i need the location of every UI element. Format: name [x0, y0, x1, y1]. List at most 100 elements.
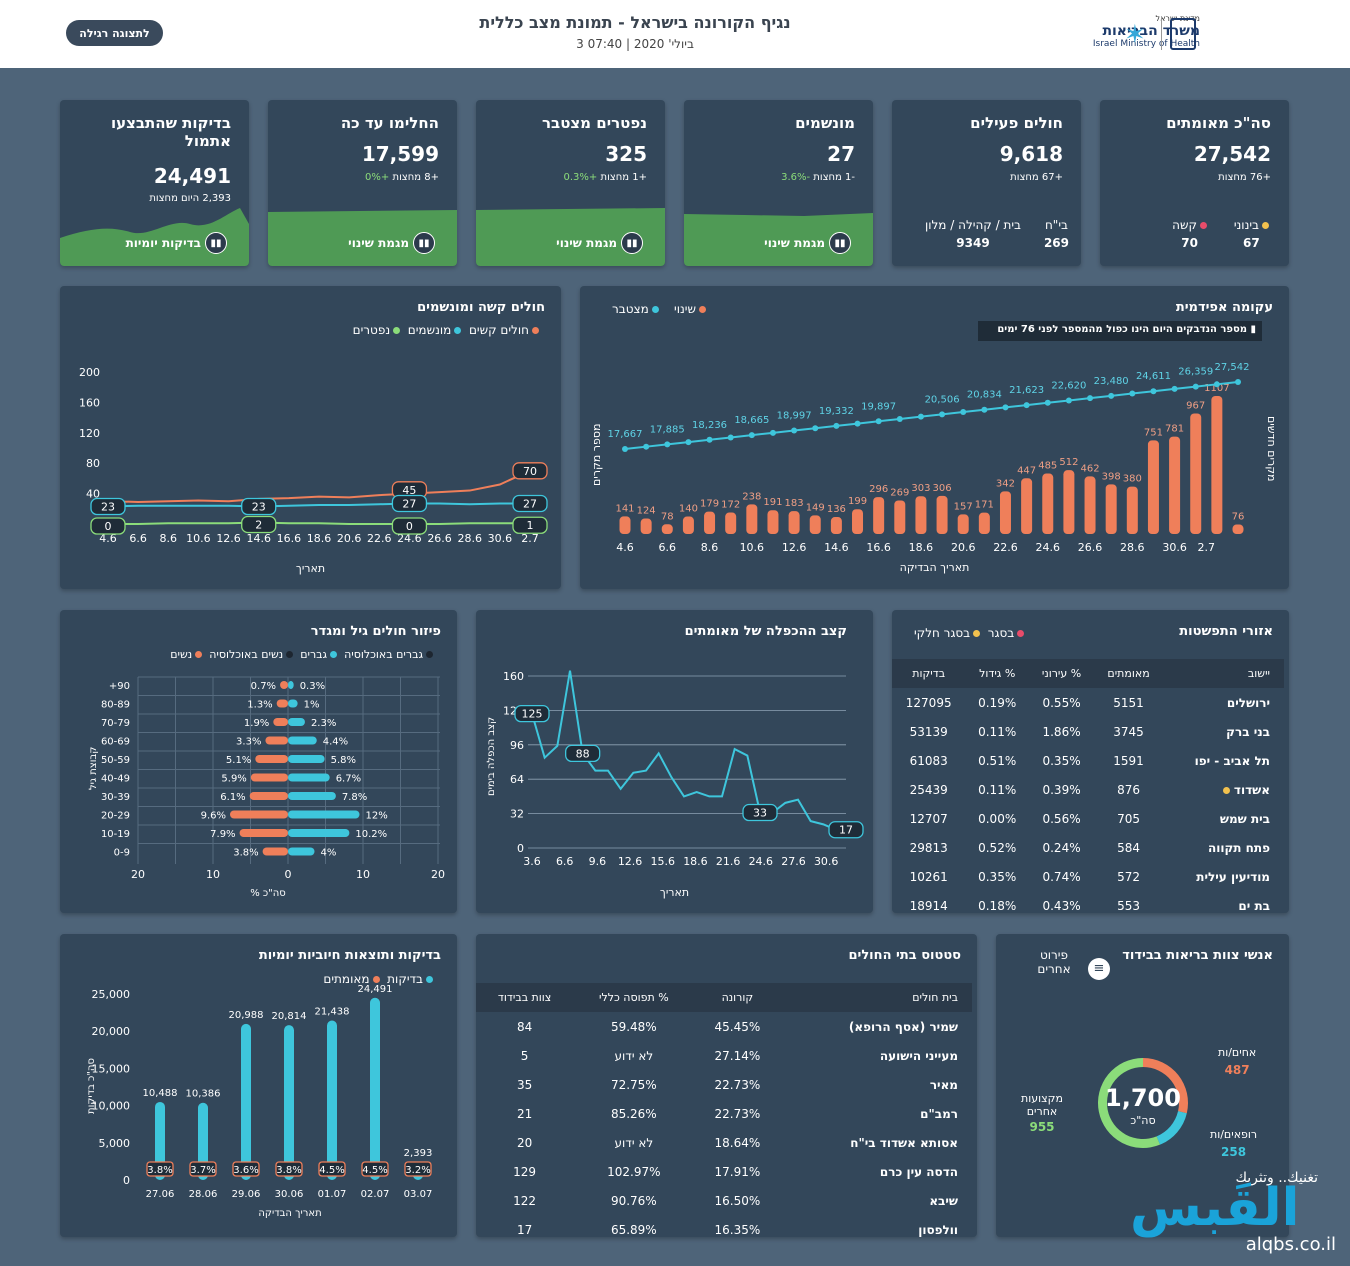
y-tick-label: 70-79	[101, 718, 130, 729]
bar	[1063, 470, 1075, 534]
table-row[interactable]: רמב"ם 22.73% 85.26% 21	[476, 1099, 972, 1128]
col-occupancy[interactable]: % תפוסה כללי	[573, 983, 695, 1012]
men-bar	[288, 755, 325, 763]
kpi-total-confirmed: סה"כ מאומתים 27,542 +76 מחצות בינוני 67 ק…	[1100, 100, 1289, 266]
table-row[interactable]: ירושלים 5151 0.55% 0.19% 127095	[892, 688, 1284, 717]
men-label: 4%	[321, 848, 337, 859]
menu-icon[interactable]: ≡	[1088, 958, 1110, 980]
nurses-label: אחים/ות 487	[1218, 1046, 1257, 1077]
label-1-box	[514, 704, 550, 723]
women-label: 3.8%	[233, 848, 258, 859]
daily-tests-button[interactable]: ▮▮ בדיקות יומיות	[126, 232, 227, 254]
col-tests[interactable]: בדיקות	[892, 659, 966, 688]
tests-label: 10,488	[143, 1088, 178, 1099]
cell-city: מודיעין עילית	[1196, 869, 1270, 884]
other-detail-link[interactable]: פירוט אחרים	[1037, 948, 1071, 976]
trend-button[interactable]: ▮▮ מגמת שינוי	[348, 232, 435, 254]
bar-label: 512	[1059, 457, 1078, 468]
cell-corona: 22.73%	[714, 1106, 761, 1121]
col-staff-isolation[interactable]: צוות בבידוד	[476, 983, 574, 1012]
table-row[interactable]: אסותא אשדוד בי"ח 18.64% לא ידוע 20	[476, 1128, 972, 1157]
table-row[interactable]: בית שמש 705 0.56% 0.00% 12707	[892, 804, 1284, 833]
women-label: 7.9%	[210, 829, 235, 840]
trend-button[interactable]: ▮▮ מגמת שינוי	[764, 232, 851, 254]
table-row[interactable]: בת ים 553 0.43% 0.18% 18914	[892, 891, 1284, 913]
y-tick-label: 0	[517, 842, 524, 855]
cell-corona: 18.64%	[714, 1135, 761, 1150]
cumulative-point	[875, 418, 882, 425]
women-bar	[255, 755, 288, 763]
x-tick-label: 24.6	[397, 532, 422, 545]
kpi-deceased: נפטרים מצטבר 325 +1 מחצות +0.3% ▮▮ מגמת ש…	[476, 100, 665, 266]
x-tick-label: 18.6	[307, 532, 332, 545]
cumulative-label: 22,620	[1051, 380, 1086, 391]
label-dead-a-box	[90, 517, 126, 535]
table-row[interactable]: שמיר (אסף הרופא) 45.45% 59.48% 84	[476, 1012, 972, 1041]
table-row[interactable]: פתח תקווה 584 0.24% 0.52% 29813	[892, 833, 1284, 862]
cumulative-point	[812, 425, 819, 432]
table-row[interactable]: הדסה עין כרם 17.91% 102.97% 129	[476, 1157, 972, 1186]
y-tick-label: 40-49	[101, 774, 130, 785]
x-tick-label: 8.6	[701, 541, 719, 554]
table-row[interactable]: מאיר 22.73% 72.75% 35	[476, 1070, 972, 1099]
women-bar	[239, 829, 288, 837]
cell-growth: 0.11%	[978, 782, 1017, 797]
kpi-active: חולים פעילים 9,618 +67 מחצות בי"ח 269 בית…	[892, 100, 1081, 266]
epidemic-curve-panel: עקומה אפידמית שינוי מצטבר ▮ מספר הנדבקים…	[580, 286, 1289, 589]
legend-change: שינוי	[674, 302, 706, 316]
tests-bar	[241, 1023, 251, 1180]
cell-hospital: מעייני הישועה	[879, 1048, 958, 1063]
kpi-recovered: החלימו עד כה 17,599 +8 מחצות +0% ▮▮ מגמת …	[268, 100, 457, 266]
cumulative-label: 21,623	[1009, 385, 1044, 396]
table-row[interactable]: וולפסון 16.35% 65.89% 17	[476, 1215, 972, 1237]
table-row[interactable]: תל אביב - יפו 1591 0.35% 0.51% 61083	[892, 746, 1284, 775]
cell-corona: 22.73%	[714, 1077, 761, 1092]
cell-growth: 0.51%	[978, 753, 1017, 768]
cumulative-point	[664, 441, 671, 448]
table-row[interactable]: מודיעין עילית 572 0.74% 0.35% 10261	[892, 862, 1284, 891]
table-row[interactable]: אשדוד 876 0.39% 0.11% 25439	[892, 775, 1284, 804]
bar-label: 306	[933, 483, 952, 494]
kpi-title: בדיקות שהתבצעו אתמול	[110, 114, 231, 150]
table-row[interactable]: מעייני הישועה 27.14% לא ידוע 5	[476, 1041, 972, 1070]
trend-area	[684, 213, 873, 266]
table-header: בית חולים קורונה % תפוסה כללי צוות בבידו…	[476, 983, 972, 1012]
pct-box	[404, 1161, 432, 1177]
col-city[interactable]: יישוב	[1162, 659, 1284, 688]
col-corona[interactable]: קורונה	[694, 983, 781, 1012]
legend: בדיקות מאומתים	[323, 972, 433, 986]
table-row[interactable]: שיבא 16.50% 90.76% 122	[476, 1186, 972, 1215]
tests-chart: 25,000 20,000 15,000 10,000 5,000 0 10,488 3.8%…	[92, 984, 433, 1200]
col-hospital[interactable]: בית חולים	[780, 983, 972, 1012]
label-vent-b-box	[241, 497, 277, 516]
x-tick-label: 8.6	[160, 532, 178, 545]
x-tick-label: 27.06	[146, 1189, 175, 1200]
cell-hospital: שמיר (אסף הרופא)	[848, 1019, 958, 1034]
bar-label: 183	[785, 498, 804, 509]
normal-view-button[interactable]: לתצוגה רגילה	[66, 20, 163, 46]
trend-button[interactable]: ▮▮ מגמת שינוי	[556, 232, 643, 254]
bar-label: 238	[742, 491, 761, 502]
cell-hospital: מאיר	[929, 1077, 958, 1092]
cell-city: פתח תקווה	[1207, 840, 1270, 855]
tests-bar	[327, 1020, 337, 1180]
y-tick-label: 64	[510, 773, 524, 786]
label-vent-c-box	[391, 494, 428, 513]
table-row[interactable]: בני ברק 3745 1.86% 0.11% 53139	[892, 717, 1284, 746]
bar	[894, 500, 906, 534]
cell-occupancy: 90.76%	[610, 1193, 657, 1208]
cumulative-point	[791, 427, 798, 434]
label-vent-c: 27	[402, 497, 416, 510]
panel-title: אזורי התפשטות	[1179, 624, 1273, 639]
x-tick-label: 12.6	[782, 541, 807, 554]
hospitals-panel: סטטוס בתי החולים בית חולים קורונה % תפוס…	[476, 934, 977, 1237]
x-axis-label: תאריך	[659, 886, 690, 899]
cell-hospital: שיבא	[929, 1193, 958, 1208]
cell-corona: 27.14%	[714, 1048, 761, 1063]
kpi-title: סה"כ מאומתים	[1166, 114, 1271, 132]
col-growth[interactable]: % גידול	[965, 659, 1029, 688]
col-confirmed[interactable]: מאומתים	[1094, 659, 1163, 688]
hospitals-table: בית חולים קורונה % תפוסה כללי צוות בבידו…	[476, 983, 972, 1237]
col-urban-pct[interactable]: % עירוני	[1028, 659, 1095, 688]
x-axis-label: % סה"כ	[250, 888, 286, 899]
